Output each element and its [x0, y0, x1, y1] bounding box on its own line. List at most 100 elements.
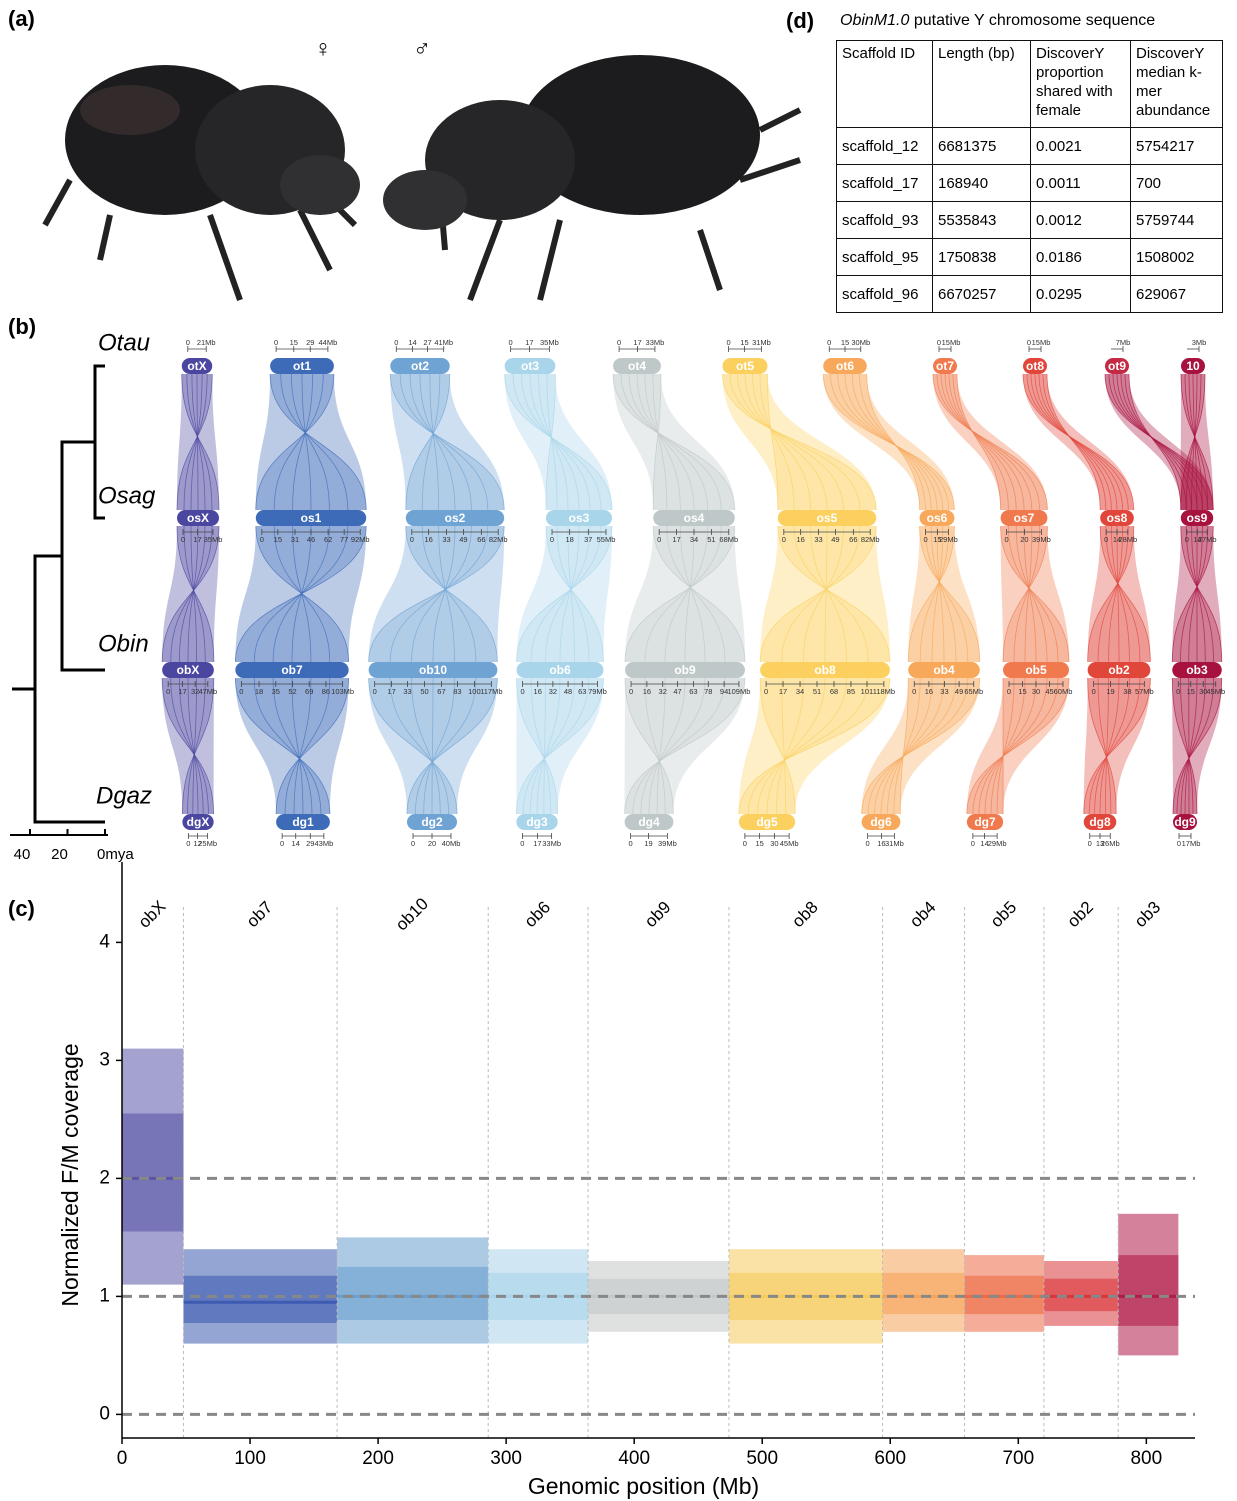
scale-tick-label: 51 [813, 687, 821, 696]
scale-tick-label: 17 [672, 535, 680, 544]
scale-tick-label: 0 [1092, 687, 1096, 696]
scale-tick-label: 117Mb [480, 687, 502, 696]
scale-tick-label: 46 [307, 535, 315, 544]
x-tick-label: 200 [362, 1448, 394, 1469]
scale-tick-label: 0 [924, 535, 928, 544]
scale-tick-label: 33 [814, 535, 822, 544]
beetle-head [280, 155, 360, 215]
scale-tick-label: 18 [255, 687, 263, 696]
scale-tick-label: 28Mb [1118, 535, 1137, 544]
table-cell: scaffold_93 [837, 202, 933, 239]
table-header-cell: Length (bp) [933, 41, 1031, 128]
x-tick-label: 600 [874, 1448, 906, 1469]
scale-tick-label: 101 [861, 687, 874, 696]
scale-tick-label: 35Mb [540, 338, 559, 347]
scale-tick-label: 15 [274, 535, 282, 544]
scale-tick-label: 27 [423, 338, 431, 347]
synteny-link [1043, 374, 1106, 510]
synteny-link [1129, 374, 1181, 510]
scale-tick-label: 0 [1177, 839, 1181, 848]
scale-tick-label: 0 [629, 839, 633, 848]
species-label: Otau [98, 329, 150, 356]
scale-tick-label: 33 [442, 535, 450, 544]
scale-tick-label: 0 [166, 687, 170, 696]
chromosome-label: ob9 [674, 663, 696, 677]
scale-tick-label: 16 [534, 687, 542, 696]
scale-tick-label: 15 [1187, 687, 1195, 696]
chromosome-label: ot2 [411, 359, 429, 373]
scale-tick-label: 17 [533, 839, 541, 848]
table-cell: 5759744 [1131, 202, 1223, 239]
table-cell: scaffold_12 [837, 128, 933, 165]
scale-tick-label: 66 [477, 535, 485, 544]
scale-tick-label: 16 [643, 687, 651, 696]
scale-tick-label: 0 [260, 535, 264, 544]
chromosome-label: ot1 [293, 359, 311, 373]
chromosome-name: ob2 [1064, 898, 1097, 931]
coverage-core [183, 1276, 337, 1323]
scale-tick-label: 49 [459, 535, 467, 544]
scale-tick-label: 7Mb [1116, 338, 1131, 347]
chromosome-label: ob6 [549, 663, 571, 677]
scale-tick-label: 0 [617, 338, 621, 347]
female-symbol: ♀ [314, 35, 332, 62]
scale-tick-label: 0 [411, 839, 415, 848]
scale-tick-label: 0 [629, 687, 633, 696]
scale-tick-label: 0 [971, 839, 975, 848]
table-header-cell: DiscoverY proportion shared with female [1031, 41, 1131, 128]
scale-tick-label: 63 [578, 687, 586, 696]
scale-tick-label: 0 [726, 338, 730, 347]
chromosome-label: ot8 [1026, 359, 1044, 373]
chromosome-name: obX [135, 897, 170, 932]
panel-label: (b) [8, 314, 36, 339]
scale-tick-label: 0 [520, 687, 524, 696]
scale-tick-label: 20 [428, 839, 436, 848]
scale-tick-label: 41Mb [434, 338, 453, 347]
chromosome-label: ob7 [281, 663, 303, 677]
scale-tick-label: 33 [940, 687, 948, 696]
chromosome-label: osX [187, 511, 209, 525]
scale-tick-label: 26Mb [1101, 839, 1120, 848]
scale-tick-label: 0 [373, 687, 377, 696]
scale-tick-label: 38 [1123, 687, 1131, 696]
scale-tick-label: 78 [704, 687, 712, 696]
scale-tick-label: 86 [322, 687, 330, 696]
table-cell: 700 [1131, 165, 1223, 202]
scale-tick-label: 15 [841, 338, 849, 347]
scale-tick-label: 47 [673, 687, 681, 696]
scale-tick-label: 47Mb [198, 687, 217, 696]
table-header-row: Scaffold IDLength (bp)DiscoverY proporti… [837, 41, 1223, 128]
table-cell: 5535843 [933, 202, 1031, 239]
scale-tick-label: 17 [633, 338, 641, 347]
x-tick-label: 300 [490, 1448, 522, 1469]
chromosome-label: dg5 [756, 815, 778, 829]
chromosome-label: dg7 [974, 815, 996, 829]
chromosome-label: 10 [1186, 359, 1200, 373]
chromosome-name: ob6 [521, 898, 554, 931]
chromosome-label: dg8 [1089, 815, 1111, 829]
scale-tick-label: 32 [659, 687, 667, 696]
page: {"panel_labels": ["(a)", "(b)", "(c)", "… [0, 0, 1237, 1501]
scale-tick-label: 77 [340, 535, 348, 544]
x-tick-label: 400 [618, 1448, 650, 1469]
scale-tick-label: 40Mb [442, 839, 461, 848]
table-cell: 1508002 [1131, 239, 1223, 276]
chromosome-label: ot4 [628, 359, 646, 373]
x-tick-label: 500 [746, 1448, 778, 1469]
scale-tick-label: 33Mb [646, 338, 665, 347]
scale-tick-label: 49 [955, 687, 963, 696]
scale-tick-label: 0 [1104, 535, 1108, 544]
scale-tick-label: 0 [1027, 338, 1031, 347]
y-tick-label: 4 [99, 931, 110, 952]
table-cell: 0.0186 [1031, 239, 1131, 276]
table-row: scaffold_9517508380.01861508002 [837, 239, 1223, 276]
chromosome-label: obX [177, 663, 200, 677]
chromosome-label: os8 [1107, 511, 1128, 525]
scale-tick-label: 62 [324, 535, 332, 544]
scale-tick-label: 0 [1185, 535, 1189, 544]
scale-tick-label: 79Mb [588, 687, 607, 696]
scale-tick-label: 3Mb [1192, 338, 1207, 347]
scale-tick-label: 21Mb [197, 338, 216, 347]
y-tick-label: 3 [99, 1049, 110, 1070]
